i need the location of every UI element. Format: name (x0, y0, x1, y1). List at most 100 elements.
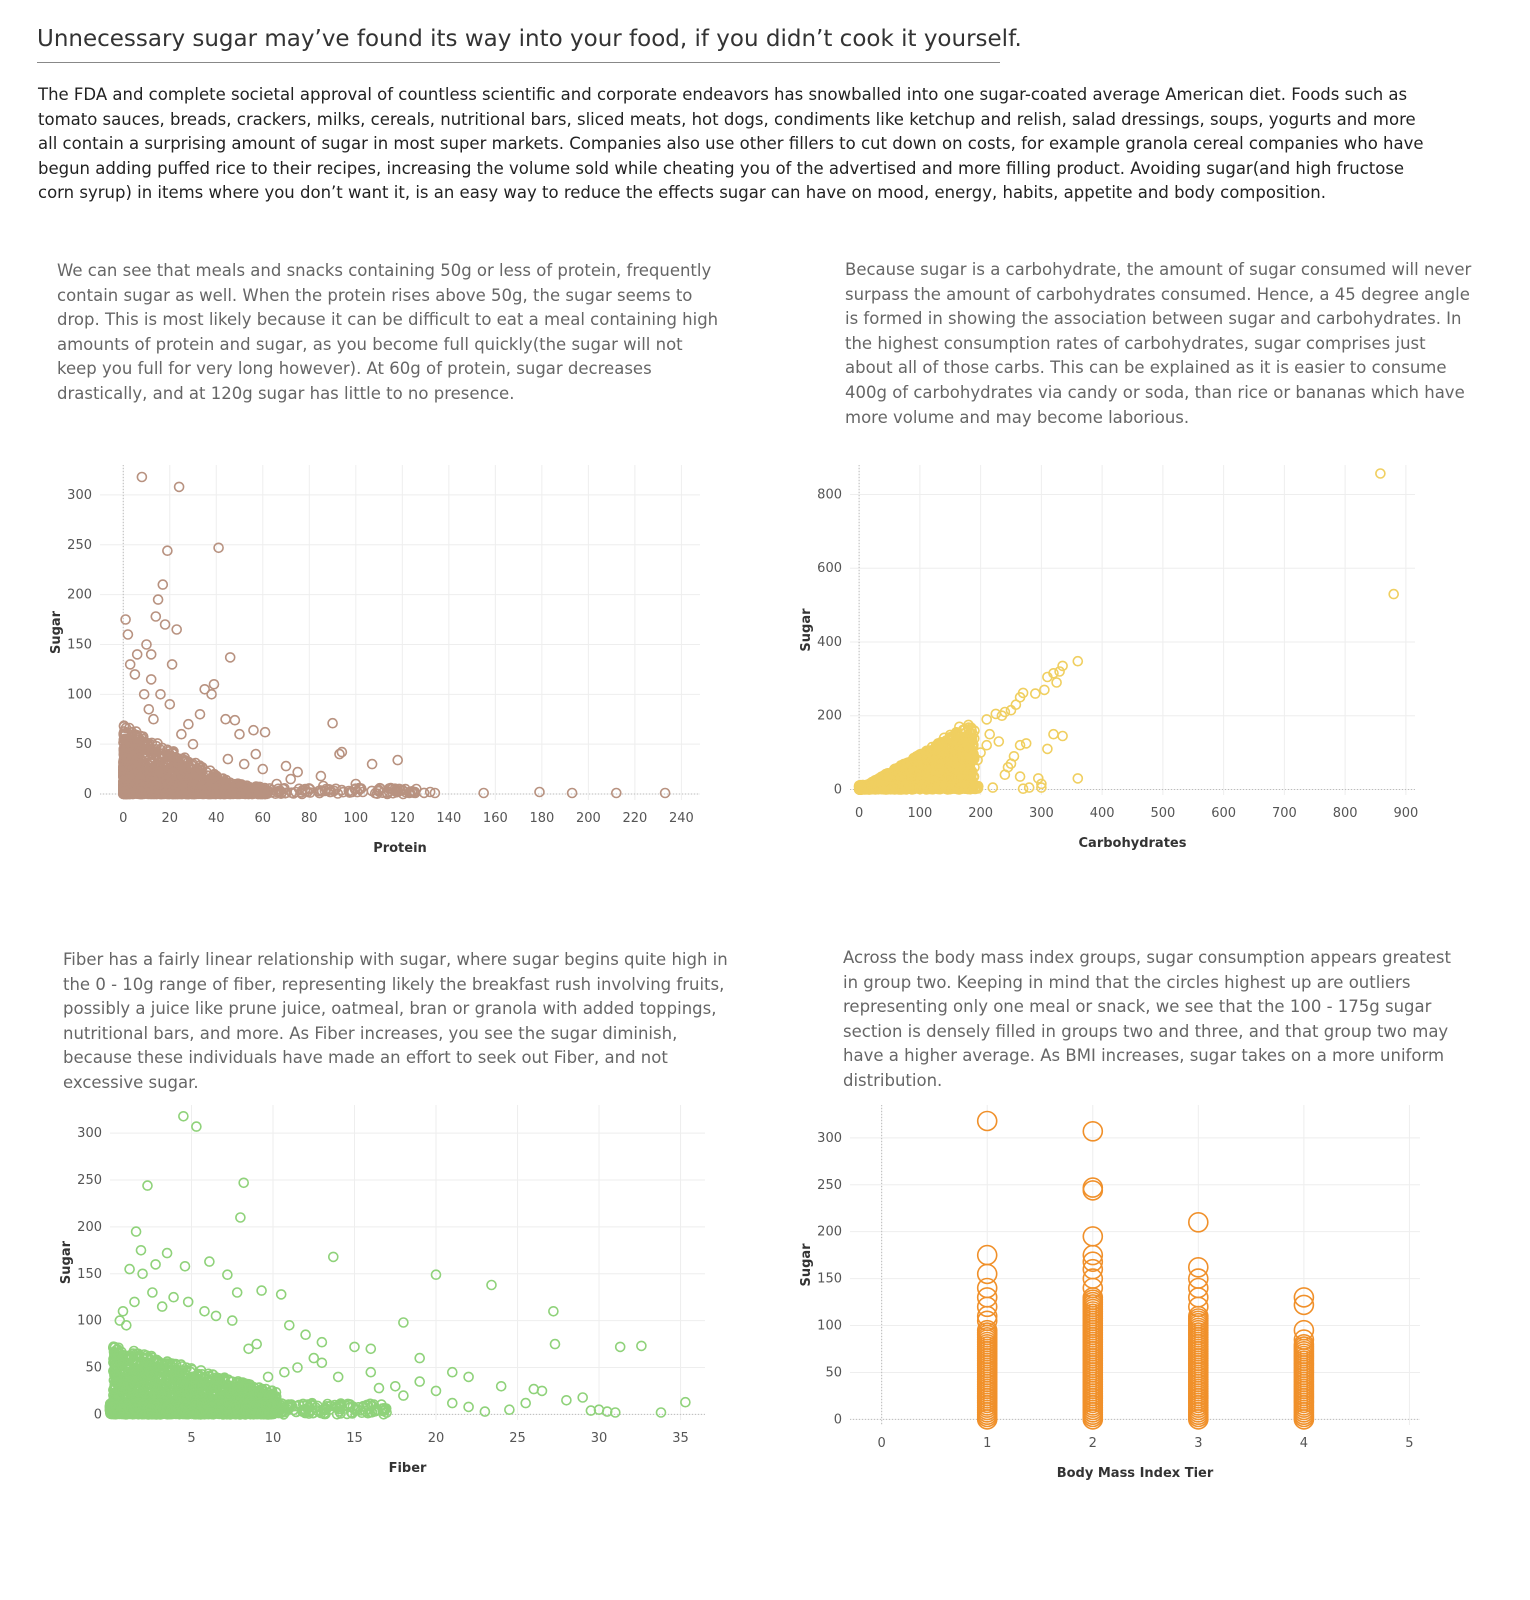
data-point (127, 1386, 139, 1397)
data-point (336, 746, 348, 758)
grid (100, 465, 700, 800)
data-point (170, 1374, 182, 1386)
y-tick-label: 0 (94, 1407, 102, 1422)
data-point (880, 768, 892, 780)
data-point (118, 721, 130, 732)
data-point (285, 773, 296, 785)
data-point (131, 732, 143, 743)
data-point (403, 787, 415, 799)
data-point (187, 1374, 199, 1385)
data-point (146, 1370, 158, 1382)
data-point (220, 713, 231, 725)
y-tick-label: 300 (67, 488, 92, 503)
data-point (259, 726, 271, 738)
carbs-description: Because sugar is a carbohydrate, the amo… (845, 260, 1472, 427)
data-point (136, 471, 148, 483)
x-tick-label: 0 (119, 811, 127, 826)
data-point (944, 746, 956, 758)
data-point (288, 788, 299, 799)
data-point (969, 783, 981, 795)
data-point (951, 726, 962, 738)
x-tick-label: 0 (855, 806, 863, 821)
data-point (947, 783, 958, 794)
data-point (1014, 739, 1026, 751)
data-point (149, 1361, 160, 1372)
data-point (124, 722, 135, 734)
data-point (857, 783, 869, 794)
data-point (1032, 773, 1044, 784)
y-tick-label: 100 (77, 1314, 102, 1329)
y-axis-label: Sugar (59, 1240, 74, 1284)
data-point (327, 717, 338, 729)
y-tick-label: 200 (817, 709, 842, 724)
x-tick-label: 700 (1272, 806, 1297, 821)
data-point (1072, 655, 1084, 667)
data-point (183, 718, 194, 730)
x-tick-label: 240 (669, 811, 694, 826)
y-tick-label: 800 (817, 487, 842, 502)
data-point (316, 785, 328, 797)
data-point (396, 784, 408, 796)
x-tick-label: 20 (161, 811, 178, 826)
data-point (933, 780, 944, 791)
data-point (117, 1378, 129, 1390)
data-points (104, 1110, 691, 1420)
data-point (176, 728, 187, 740)
intro-paragraph: The FDA and complete societal approval o… (38, 85, 1424, 202)
data-point (122, 766, 134, 778)
data-point (939, 739, 951, 751)
x-tick-label: 5 (187, 1431, 195, 1446)
data-point (168, 783, 180, 795)
data-point (141, 639, 152, 650)
data-point (206, 689, 217, 700)
x-tick-label: 600 (1211, 806, 1236, 821)
data-point (257, 763, 269, 775)
data-point (993, 736, 1005, 747)
data-point (343, 785, 355, 797)
data-point (1036, 782, 1047, 793)
data-point (156, 783, 168, 795)
data-point (534, 786, 545, 798)
data-point (254, 1385, 265, 1397)
data-point (131, 649, 143, 660)
data-point (137, 1380, 148, 1392)
data-point (129, 669, 141, 680)
data-point (229, 714, 241, 726)
data-point (133, 749, 144, 761)
data-points (118, 471, 671, 800)
grid (850, 465, 1415, 795)
data-point (962, 756, 973, 767)
data-point (920, 747, 932, 758)
data-point (140, 736, 151, 748)
data-point (292, 766, 304, 778)
data-point (949, 757, 961, 768)
x-tick-label: 220 (622, 811, 647, 826)
data-point (176, 1377, 188, 1388)
data-point (1042, 743, 1053, 755)
data-point (152, 594, 164, 605)
data-point (122, 629, 134, 640)
x-tick-label: 40 (208, 811, 225, 826)
data-point (166, 1366, 177, 1378)
data-point (198, 1371, 210, 1383)
x-tick-label: 200 (576, 811, 601, 826)
data-point (145, 674, 157, 685)
data-point (1054, 666, 1065, 677)
data-point (1036, 778, 1047, 790)
data-point (222, 753, 234, 765)
data-point (926, 741, 938, 753)
x-tick-label: 160 (483, 811, 508, 826)
data-point (1057, 660, 1068, 672)
data-point (919, 766, 930, 778)
data-point (1023, 782, 1035, 793)
data-point (176, 1361, 188, 1372)
data-point (1048, 728, 1059, 740)
y-axis-label: Sugar (49, 610, 64, 654)
x-tick-label: 120 (390, 811, 415, 826)
data-point (109, 1370, 121, 1382)
x-tick-label: 300 (1029, 806, 1054, 821)
data-point (162, 545, 173, 556)
data-point (280, 760, 292, 772)
data-point (900, 782, 912, 793)
data-point (1072, 773, 1084, 784)
